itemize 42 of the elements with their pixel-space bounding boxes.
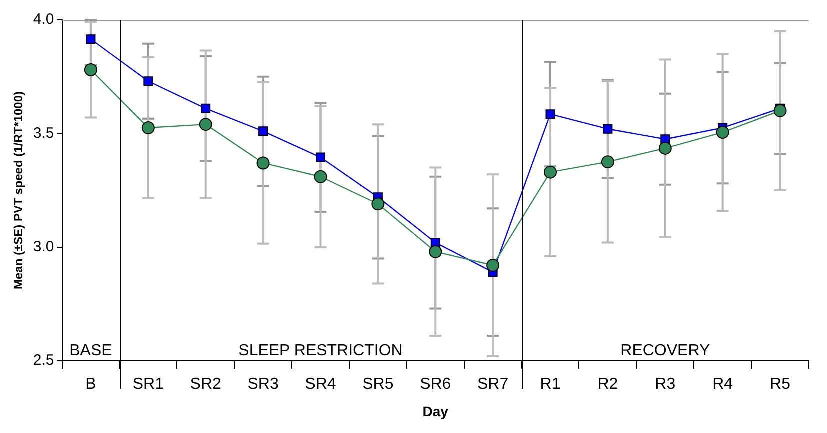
point	[86, 34, 96, 44]
x-tick-label: R3	[655, 376, 676, 394]
x-tick-label: R2	[598, 376, 618, 394]
x-tick-label: R4	[712, 376, 734, 394]
point	[142, 121, 155, 134]
y-axis-title: Mean (±SE) PVT speed (1/RT*1000)	[12, 92, 26, 290]
x-axis-title: Day	[422, 403, 449, 420]
annotation: SLEEP RESTRICTION	[238, 342, 403, 360]
x-tick-label: SR7	[478, 376, 509, 394]
x-tick-label: SR3	[248, 376, 279, 394]
point	[314, 170, 328, 184]
point	[199, 118, 212, 132]
y-tick-label: 3.0	[33, 238, 54, 256]
x-tick-label: SR1	[132, 376, 164, 394]
x-tick-label: R1	[540, 376, 561, 394]
point	[372, 198, 385, 211]
point	[486, 259, 500, 272]
y-tick-label: 3.5	[33, 124, 54, 142]
x-tick-label: B	[86, 376, 96, 394]
point	[144, 76, 154, 86]
point	[546, 110, 556, 120]
x-tick-label: R5	[770, 376, 791, 394]
point	[544, 166, 558, 179]
point	[316, 152, 326, 162]
point	[84, 64, 98, 77]
annotation: RECOVERY	[620, 342, 710, 360]
point	[603, 124, 613, 134]
x-tick-label: SR2	[190, 376, 222, 394]
y-tick-label: 2.5	[33, 352, 54, 370]
x-tick-label: SR5	[362, 376, 394, 394]
point	[256, 156, 270, 170]
point	[716, 126, 730, 140]
annotation: BASE	[70, 342, 112, 360]
point	[658, 142, 672, 155]
point	[429, 245, 442, 258]
point	[258, 126, 268, 136]
point	[601, 156, 614, 169]
point	[774, 104, 787, 118]
x-tick-label: SR6	[420, 376, 452, 394]
point	[201, 104, 211, 114]
y-tick-label: 4.0	[33, 11, 54, 28]
x-tick-label: SR4	[305, 376, 336, 394]
